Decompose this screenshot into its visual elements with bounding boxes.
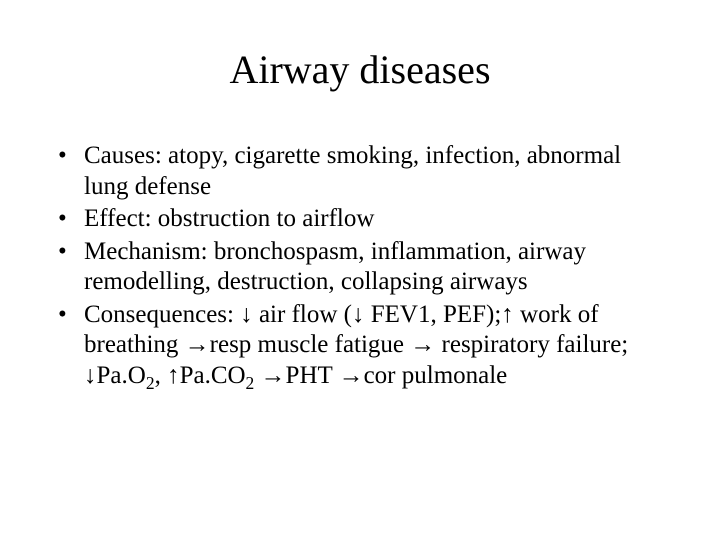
slide-container: Airway diseases Causes: atopy, cigarette…: [0, 0, 720, 540]
list-item: Mechanism: bronchospasm, inflammation, a…: [56, 237, 664, 298]
list-item: Effect: obstruction to airflow: [56, 204, 664, 235]
bullet-list: Causes: atopy, cigarette smoking, infect…: [56, 141, 664, 391]
list-item: Causes: atopy, cigarette smoking, infect…: [56, 141, 664, 202]
list-item: Consequences: ↓ air flow (↓ FEV1, PEF);↑…: [56, 300, 664, 392]
slide-title: Airway diseases: [56, 46, 664, 93]
